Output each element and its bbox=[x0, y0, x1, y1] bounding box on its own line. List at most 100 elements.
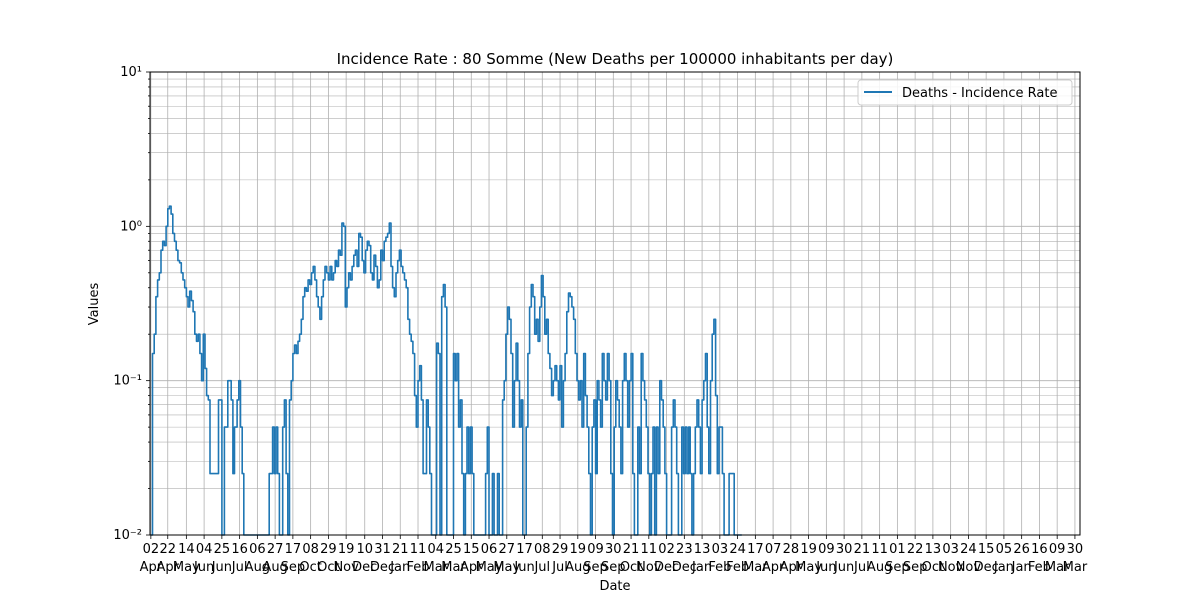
x-tick-label-day: 11 bbox=[410, 542, 427, 557]
x-tick-label-month: Jun bbox=[211, 560, 232, 575]
x-tick-label-day: 01 bbox=[889, 542, 906, 557]
x-tick-label-day: 28 bbox=[783, 542, 800, 557]
x-tick-label-day: 21 bbox=[854, 542, 871, 557]
chart-title: Incidence Rate : 80 Somme (New Deaths pe… bbox=[337, 50, 894, 68]
x-tick-label-day: 23 bbox=[676, 542, 693, 557]
x-tick-label-day: 11 bbox=[641, 542, 658, 557]
x-tick-label-day: 04 bbox=[196, 542, 213, 557]
y-tick-label: 10¹ bbox=[120, 65, 142, 80]
x-tick-label-day: 21 bbox=[623, 542, 640, 557]
x-tick-label-month: Dec bbox=[352, 560, 377, 575]
x-tick-label-month: Nov bbox=[938, 560, 964, 575]
grid-lines bbox=[150, 72, 1080, 536]
x-tick-label-month: Feb bbox=[726, 560, 749, 575]
x-tick-label-month: Feb bbox=[1028, 560, 1051, 575]
x-tick-label-month: Aug bbox=[565, 560, 590, 575]
x-tick-label-month: Nov bbox=[956, 560, 982, 575]
x-tick-label-month: Aug bbox=[867, 560, 892, 575]
x-tick-label-month: Jul bbox=[551, 560, 568, 575]
x-tick-label-day: 27 bbox=[267, 542, 284, 557]
x-tick-label-day: 27 bbox=[499, 542, 516, 557]
x-tick-label-day: 16 bbox=[1031, 542, 1048, 557]
legend-box bbox=[857, 79, 1073, 106]
legend-label: Deaths - Incidence Rate bbox=[902, 86, 1057, 101]
x-tick-label-month: May bbox=[476, 560, 503, 575]
x-tick-label-day: 06 bbox=[481, 542, 498, 557]
x-tick-label-day: 30 bbox=[605, 542, 622, 557]
y-ticks: 10⁻² 10⁻¹ 10⁰ 10¹ bbox=[113, 65, 150, 543]
x-tick-label-day: 03 bbox=[942, 542, 959, 557]
x-tick-label-day: 03 bbox=[712, 542, 729, 557]
x-tick-label-day: 09 bbox=[587, 542, 604, 557]
x-tick-label-day: 24 bbox=[960, 542, 977, 557]
x-tick-label-day: 09 bbox=[1049, 542, 1066, 557]
x-tick-label-day: 08 bbox=[534, 542, 551, 557]
y-tick-label: 10⁻¹ bbox=[113, 374, 142, 389]
x-tick-label-month: Mar bbox=[423, 560, 448, 575]
x-tick-label-month: Jun bbox=[815, 560, 836, 575]
x-tick-label-month: Mar bbox=[743, 560, 768, 575]
x-tick-label-day: 15 bbox=[978, 542, 995, 557]
x-tick-label-month: Dec bbox=[370, 560, 395, 575]
plot-frame bbox=[149, 71, 1081, 536]
x-tick-label-month: Apr bbox=[460, 560, 483, 575]
x-tick-label-day: 02 bbox=[658, 542, 675, 557]
x-tick-label-day: 05 bbox=[996, 542, 1013, 557]
x-tick-label-month: Dec bbox=[672, 560, 697, 575]
x-tick-label-month: Nov bbox=[333, 560, 359, 575]
x-tick-label-day: 29 bbox=[552, 542, 569, 557]
x-tick-label-month: Oct bbox=[317, 560, 339, 575]
x-tick-label-day: 19 bbox=[800, 542, 817, 557]
x-tick-label-day: 24 bbox=[729, 542, 746, 557]
x-tick-label-day: 15 bbox=[463, 542, 480, 557]
x-tick-label-month: Mar bbox=[1045, 560, 1070, 575]
x-tick-label-month: Mar bbox=[1063, 560, 1088, 575]
x-tick-label-month: Feb bbox=[406, 560, 429, 575]
x-tick-label-month: Jun bbox=[833, 560, 854, 575]
x-tick-label-month: Apr bbox=[780, 560, 803, 575]
x-tick-label-day: 13 bbox=[694, 542, 711, 557]
x-tick-label-month: May bbox=[795, 560, 822, 575]
x-tick-label-month: Jan bbox=[1011, 560, 1032, 575]
x-tick-label-month: Jan bbox=[691, 560, 712, 575]
x-tick-label-day: 17 bbox=[516, 542, 533, 557]
x-tick-label-day: 08 bbox=[302, 542, 319, 557]
x-tick-label-month: Sep bbox=[903, 560, 928, 575]
x-tick-label-day: 06 bbox=[249, 542, 266, 557]
x-tick-label-day: 07 bbox=[765, 542, 782, 557]
x-tick-label-month: Oct bbox=[922, 560, 944, 575]
x-tick-label-day: 16 bbox=[231, 542, 248, 557]
x-tick-label-month: Oct bbox=[299, 560, 321, 575]
x-tick-label-day: 17 bbox=[747, 542, 764, 557]
x-tick-label-month: Sep bbox=[601, 560, 626, 575]
x-tick-label-month: Nov bbox=[636, 560, 662, 575]
x-tick-label-month: Dec bbox=[654, 560, 679, 575]
x-tick-label-month: Aug bbox=[245, 560, 270, 575]
x-tick-label-month: Jun bbox=[513, 560, 534, 575]
x-tick-label-month: Aug bbox=[262, 560, 287, 575]
x-tick-label-day: 13 bbox=[925, 542, 942, 557]
x-tick-label-month: Dec bbox=[974, 560, 999, 575]
x-tick-label-month: Sep bbox=[885, 560, 910, 575]
x-tick-label-month: Feb bbox=[708, 560, 731, 575]
x-ticks: 02 Apr 22 Apr 14 May 04 Jun 25 Jun 16 Jul 06 Aug 27 Aug… bbox=[140, 535, 1088, 575]
x-tick-label-month: Sep bbox=[583, 560, 608, 575]
y-tick-label: 10⁻² bbox=[113, 528, 142, 543]
x-tick-label-month: Mar bbox=[441, 560, 466, 575]
x-tick-label-day: 02 bbox=[143, 542, 160, 557]
x-tick-label-day: 22 bbox=[907, 542, 924, 557]
x-tick-label-day: 29 bbox=[320, 542, 337, 557]
y-axis-label: Values bbox=[87, 283, 102, 326]
x-tick-label-day: 22 bbox=[159, 542, 176, 557]
legend: Deaths - Incidence Rate bbox=[857, 79, 1073, 106]
x-tick-label-day: 21 bbox=[392, 542, 409, 557]
x-tick-label-day: 25 bbox=[445, 542, 462, 557]
x-tick-label-day: 14 bbox=[178, 542, 195, 557]
x-tick-label-month: Jan bbox=[993, 560, 1014, 575]
x-tick-label-day: 10 bbox=[356, 542, 373, 557]
x-tick-label-day: 04 bbox=[427, 542, 444, 557]
x-tick-label-month: Jul bbox=[533, 560, 550, 575]
x-tick-label-day: 26 bbox=[1013, 542, 1030, 557]
